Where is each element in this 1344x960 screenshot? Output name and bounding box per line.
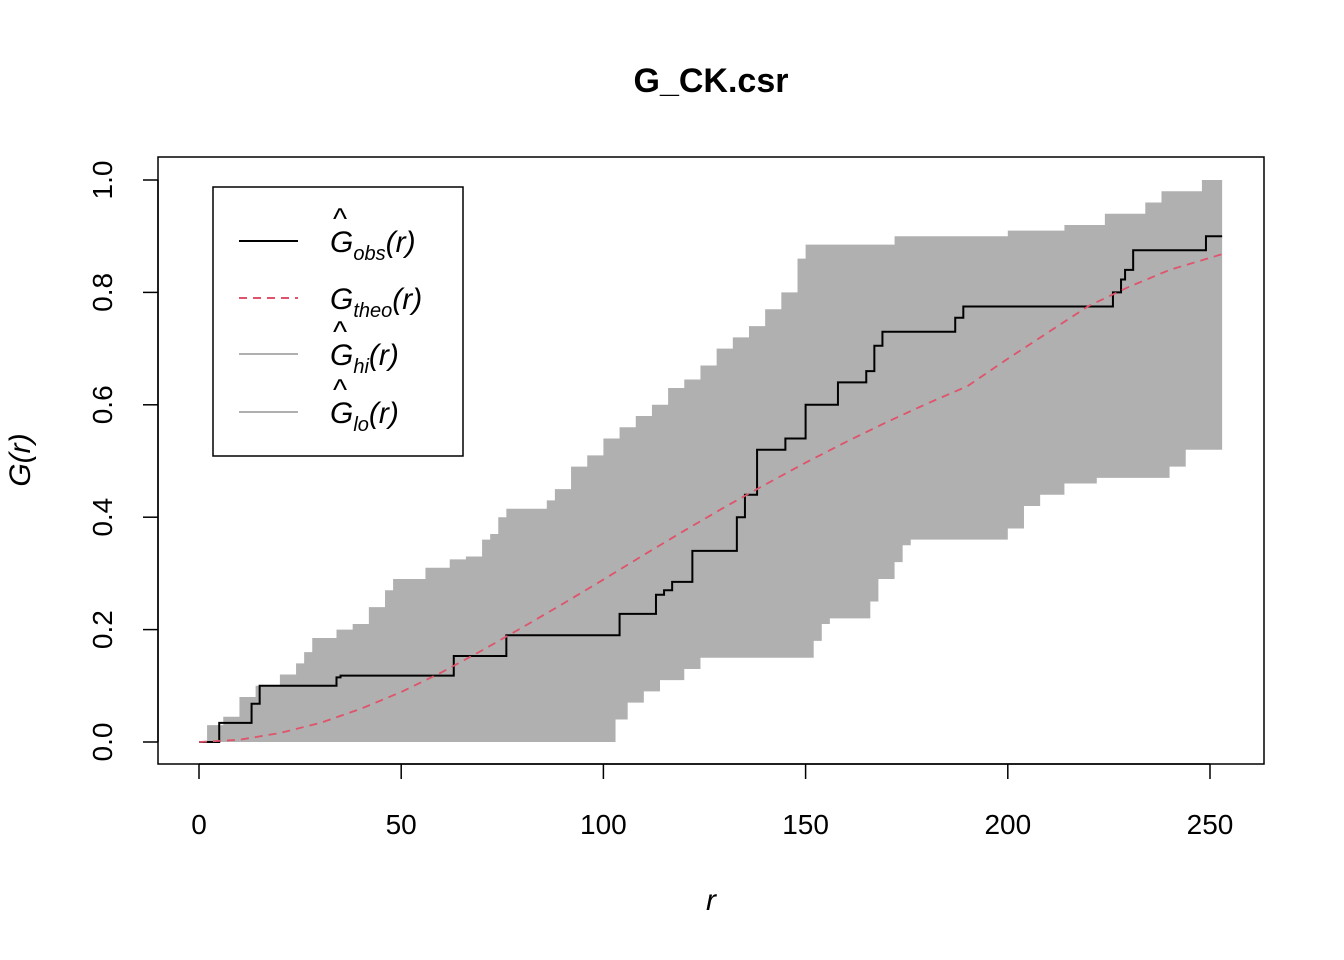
- x-tick-label: 150: [782, 809, 829, 840]
- legend-label-hi: ^Ghi(r): [330, 316, 399, 378]
- legend-label-lo: ^Glo(r): [330, 374, 399, 436]
- x-axis-label: r: [706, 884, 717, 917]
- legend-label-theo: Gtheo(r): [330, 283, 422, 322]
- legend: ^Gobs(r)Gtheo(r)^Ghi(r)^Glo(r): [212, 186, 464, 457]
- y-tick-label: 0.2: [87, 610, 118, 649]
- hat-accent: ^: [333, 316, 347, 349]
- y-axis: 0.0 0.2 0.4 0.6 0.8 1.0: [87, 161, 159, 762]
- hat-accent: ^: [333, 203, 347, 236]
- svg-text:Glo(r): Glo(r): [330, 397, 399, 436]
- svg-text:Ghi(r): Ghi(r): [330, 339, 399, 378]
- y-tick-label: 0.4: [87, 498, 118, 537]
- series-line-theo: [198, 253, 1223, 743]
- x-tick-label: 250: [1187, 809, 1234, 840]
- x-axis: 0 50 100 150 200 250: [191, 763, 1234, 840]
- envelope-band: [199, 180, 1223, 742]
- svg-text:Gtheo(r): Gtheo(r): [330, 283, 422, 322]
- x-tick-label: 50: [386, 809, 417, 840]
- series-line-obs: [199, 235, 1223, 743]
- y-tick-label: 1.0: [87, 161, 118, 200]
- y-tick-label: 0.8: [87, 273, 118, 312]
- y-tick-label: 0.0: [87, 723, 118, 762]
- x-tick-label: 200: [984, 809, 1031, 840]
- chart-title: G_CK.csr: [634, 62, 789, 100]
- y-tick-label: 0.6: [87, 385, 118, 424]
- hat-accent: ^: [333, 374, 347, 407]
- legend-label-obs: ^Gobs(r): [330, 203, 416, 265]
- plot-area: [198, 180, 1223, 743]
- svg-text:Gobs(r): Gobs(r): [330, 226, 416, 265]
- y-axis-label: G(r): [4, 433, 37, 486]
- x-tick-label: 100: [580, 809, 627, 840]
- x-tick-label: 0: [191, 809, 207, 840]
